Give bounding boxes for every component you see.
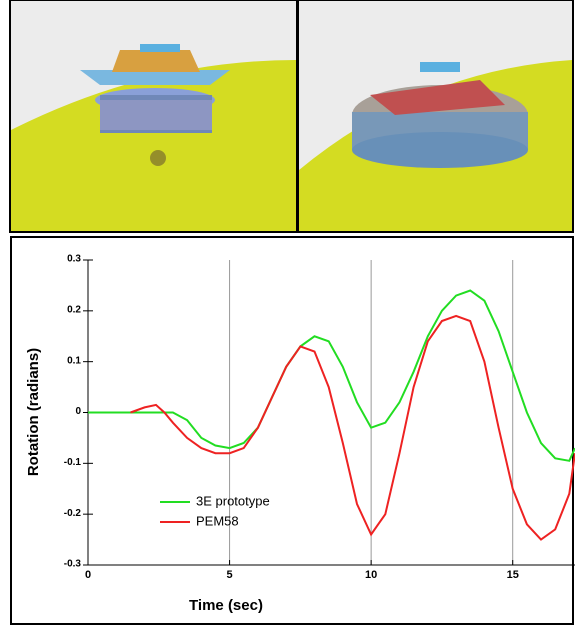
x-tick-label: 10 [365, 569, 377, 581]
chart-frame [11, 237, 573, 624]
simulation-image-right [298, 0, 573, 232]
y-tick-label: 0 [75, 406, 81, 417]
x-tick-label: 5 [227, 569, 233, 581]
x-tick-label: 0 [85, 569, 91, 581]
x-tick-label: 15 [507, 569, 519, 581]
page: Time (sec) Rotation (radians) 0 5 10 15 -0.3… [0, 0, 581, 626]
y-tick-label: -0.3 [64, 559, 82, 570]
x-axis-label: Time (sec) [189, 597, 263, 614]
chart: Time (sec) Rotation (radians) 0 5 10 15 -0.3… [0, 236, 581, 626]
y-tick-label: 0.1 [67, 355, 81, 366]
y-tick-label: -0.1 [64, 457, 82, 468]
legend-label: 3E prototype [196, 493, 270, 508]
simulation-images [0, 0, 581, 236]
y-axis-label: Rotation (radians) [25, 348, 42, 476]
y-tick-label: -0.2 [64, 508, 82, 519]
y-tick-label: 0.2 [67, 304, 81, 315]
y-tick-label: 0.3 [67, 254, 81, 265]
legend-label: PEM58 [196, 513, 239, 528]
simulation-image-left [10, 0, 297, 232]
